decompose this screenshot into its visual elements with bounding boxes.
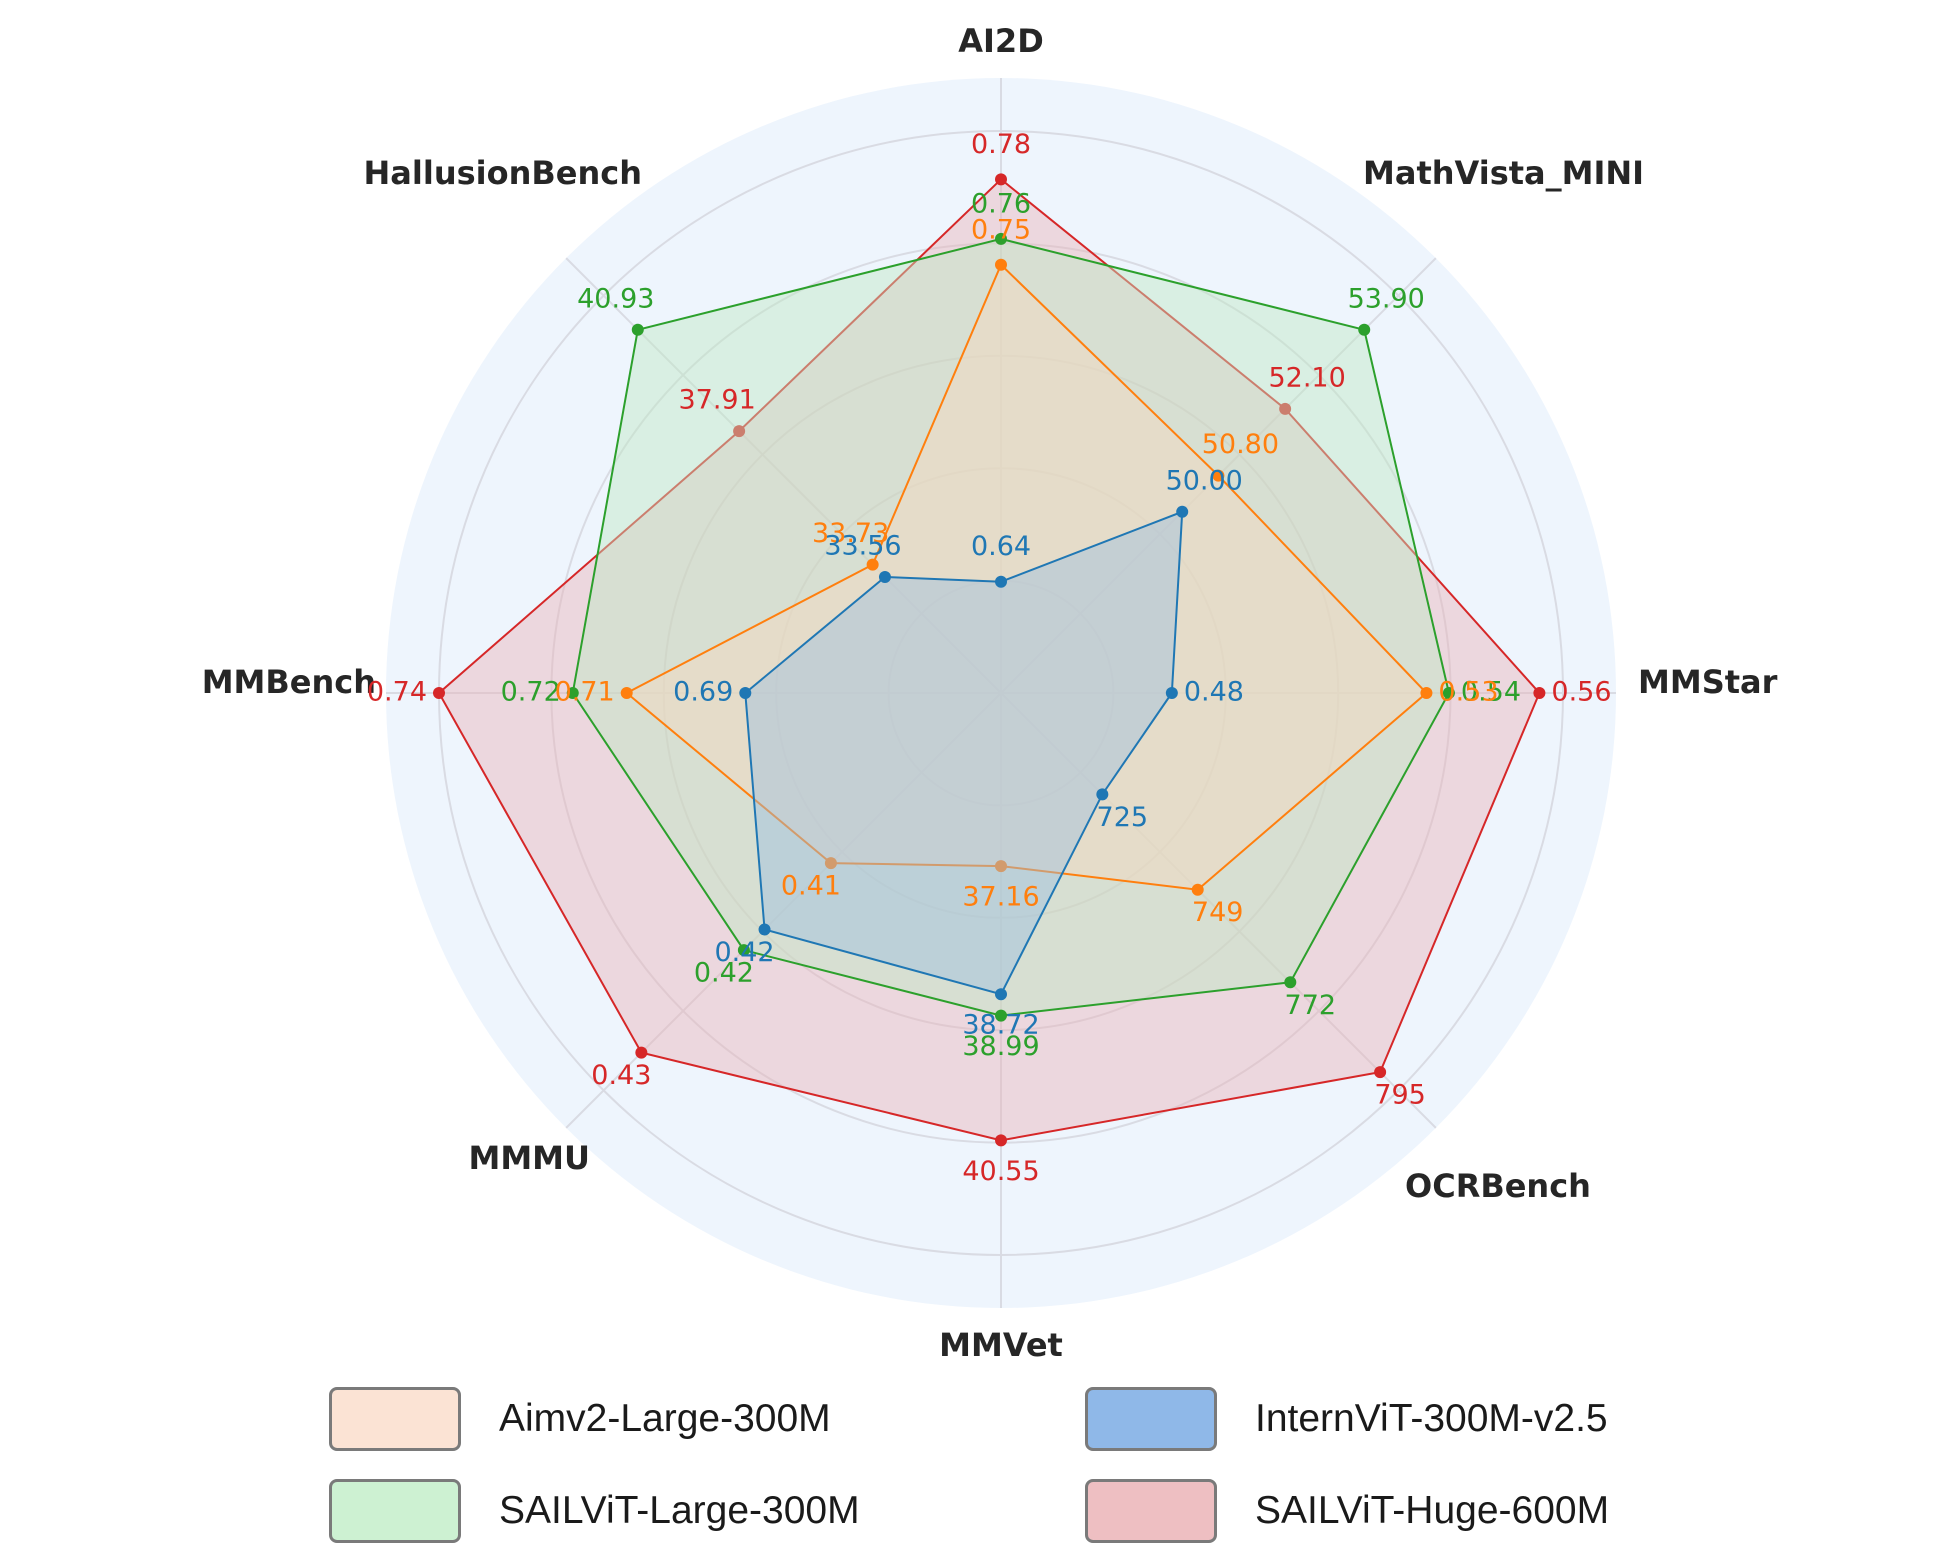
- value-label-internvit-300m-v2-5-hallusionbench: 33.56: [824, 530, 901, 561]
- axis-label-hallusionbench: HallusionBench: [364, 154, 643, 192]
- value-label-sailvit-large-300m-mmvet: 38.99: [962, 1031, 1039, 1062]
- grid-spoke-ocrbench: [1000, 692, 1437, 1129]
- point-internvit-300m-v2-5-mmmu: [758, 923, 771, 936]
- value-label-sailvit-huge-600m-mmmu: 0.43: [591, 1060, 651, 1091]
- value-label-internvit-300m-v2-5-mmvet: 38.72: [962, 1010, 1039, 1041]
- point-aimv2-large-300m-mmvet: [995, 860, 1007, 873]
- point-sailvit-huge-600m-ocrbench: [1374, 1066, 1387, 1079]
- series-area-aimv2-large-300m: [626, 264, 1427, 890]
- axis-label-mmvet: MMVet: [939, 1326, 1063, 1364]
- series-area-internvit-300m-v2-5: [745, 511, 1183, 995]
- point-sailvit-huge-600m-mmstar: [1533, 687, 1546, 699]
- value-label-sailvit-huge-600m-mmstar: 0.56: [1551, 677, 1611, 708]
- radar-series: [433, 173, 1546, 1147]
- value-label-sailvit-large-300m-hallusionbench: 40.93: [577, 283, 654, 314]
- axis-label-ocrbench: OCRBench: [1405, 1167, 1591, 1205]
- point-sailvit-large-300m-ai2d: [995, 232, 1007, 245]
- point-aimv2-large-300m-ocrbench: [1191, 883, 1204, 896]
- axis-label-mmbench: MMBench: [202, 663, 376, 701]
- point-sailvit-huge-600m-hallusionbench: [733, 425, 746, 438]
- value-label-sailvit-large-300m-mmstar: 0.54: [1461, 677, 1521, 708]
- value-label-internvit-300m-v2-5-mmmu: 0.42: [714, 937, 774, 968]
- value-label-sailvit-large-300m-mmmu: 0.42: [694, 958, 754, 989]
- series-area-sailvit-huge-600m: [439, 179, 1540, 1141]
- value-label-sailvit-large-300m-ai2d: 0.76: [971, 188, 1031, 219]
- point-internvit-300m-v2-5-mathvista-mini: [1176, 505, 1189, 518]
- point-sailvit-large-300m-mmstar: [1442, 687, 1455, 699]
- value-label-sailvit-large-300m-mathvista-mini: 53.90: [1348, 283, 1425, 314]
- point-sailvit-large-300m-mmbench: [566, 687, 579, 699]
- axis-label-mmmu: MMMU: [468, 1139, 590, 1177]
- axis-label-mmstar: MMStar: [1638, 663, 1778, 701]
- value-label-sailvit-huge-600m-ai2d: 0.78: [971, 129, 1031, 160]
- value-label-internvit-300m-v2-5-mmstar: 0.48: [1184, 677, 1244, 708]
- value-label-sailvit-huge-600m-hallusionbench: 37.91: [678, 385, 755, 416]
- value-label-internvit-300m-v2-5-ai2d: 0.64: [971, 531, 1031, 562]
- value-labels: 0.78 52.10 0.56 795 40.55 0.43 0.74 37.91 0.76 53…: [367, 129, 1612, 1187]
- value-label-sailvit-huge-600m-ocrbench: 795: [1374, 1080, 1426, 1111]
- value-label-aimv2-large-300m-mmstar: 0.53: [1438, 677, 1498, 708]
- series-internvit-300m-v2-5: [739, 505, 1189, 1001]
- point-aimv2-large-300m-ai2d: [995, 258, 1007, 271]
- value-label-sailvit-huge-600m-mathvista-mini: 52.10: [1268, 362, 1345, 393]
- value-label-aimv2-large-300m-ai2d: 0.75: [971, 214, 1031, 245]
- value-label-aimv2-large-300m-mmbench: 0.71: [555, 677, 615, 708]
- axis-labels: AI2D MathVista_MINI MMStar OCRBench MMVet MMM…: [202, 22, 1778, 1364]
- value-label-internvit-300m-v2-5-mmbench: 0.69: [673, 677, 733, 708]
- point-internvit-300m-v2-5-mmstar: [1165, 687, 1178, 699]
- point-internvit-300m-v2-5-ocrbench: [1096, 788, 1109, 801]
- point-sailvit-large-300m-mathvista-mini: [1358, 323, 1371, 336]
- point-internvit-300m-v2-5-mmbench: [739, 687, 752, 699]
- point-sailvit-huge-600m-mathvista-mini: [1279, 402, 1292, 415]
- value-label-sailvit-large-300m-mmbench: 0.72: [501, 677, 561, 708]
- value-label-internvit-300m-v2-5-ocrbench: 725: [1097, 802, 1149, 833]
- point-sailvit-huge-600m-mmvet: [995, 1134, 1007, 1147]
- point-internvit-300m-v2-5-hallusionbench: [878, 570, 891, 583]
- series-sailvit-huge-600m: [433, 173, 1546, 1147]
- value-label-sailvit-huge-600m-mmvet: 40.55: [962, 1156, 1039, 1187]
- point-aimv2-large-300m-hallusionbench: [866, 558, 879, 571]
- series-sailvit-large-300m: [566, 232, 1455, 1022]
- point-internvit-300m-v2-5-mmvet: [995, 988, 1007, 1001]
- series-area-sailvit-large-300m: [572, 238, 1449, 1016]
- point-internvit-300m-v2-5-ai2d: [995, 575, 1007, 588]
- point-sailvit-large-300m-mmvet: [995, 1009, 1007, 1022]
- point-aimv2-large-300m-mmbench: [620, 687, 633, 699]
- point-aimv2-large-300m-mmmu: [824, 857, 837, 870]
- point-aimv2-large-300m-mmstar: [1420, 687, 1433, 699]
- value-label-sailvit-huge-600m-mmbench: 0.74: [367, 677, 427, 708]
- point-sailvit-large-300m-hallusionbench: [631, 323, 644, 336]
- value-label-aimv2-large-300m-mmvet: 37.16: [962, 882, 1039, 913]
- point-sailvit-large-300m-mmmu: [737, 944, 750, 957]
- value-label-aimv2-large-300m-hallusionbench: 33.73: [812, 518, 889, 549]
- point-sailvit-large-300m-ocrbench: [1284, 976, 1297, 989]
- axis-label-mathvista-mini: MathVista_MINI: [1363, 154, 1644, 192]
- value-label-internvit-300m-v2-5-mathvista-mini: 50.00: [1166, 465, 1243, 496]
- value-label-sailvit-large-300m-ocrbench: 772: [1285, 990, 1337, 1021]
- point-sailvit-huge-600m-mmmu: [635, 1046, 648, 1059]
- series-aimv2-large-300m: [620, 258, 1433, 896]
- point-sailvit-huge-600m-ai2d: [995, 173, 1007, 186]
- point-aimv2-large-300m-mathvista-mini: [1212, 469, 1225, 482]
- axis-label-ai2d: AI2D: [958, 22, 1044, 60]
- value-label-aimv2-large-300m-mmmu: 0.41: [781, 871, 841, 902]
- point-sailvit-huge-600m-mmbench: [433, 687, 445, 699]
- value-label-aimv2-large-300m-ocrbench: 749: [1192, 897, 1244, 928]
- value-label-aimv2-large-300m-mathvista-mini: 50.80: [1202, 429, 1279, 460]
